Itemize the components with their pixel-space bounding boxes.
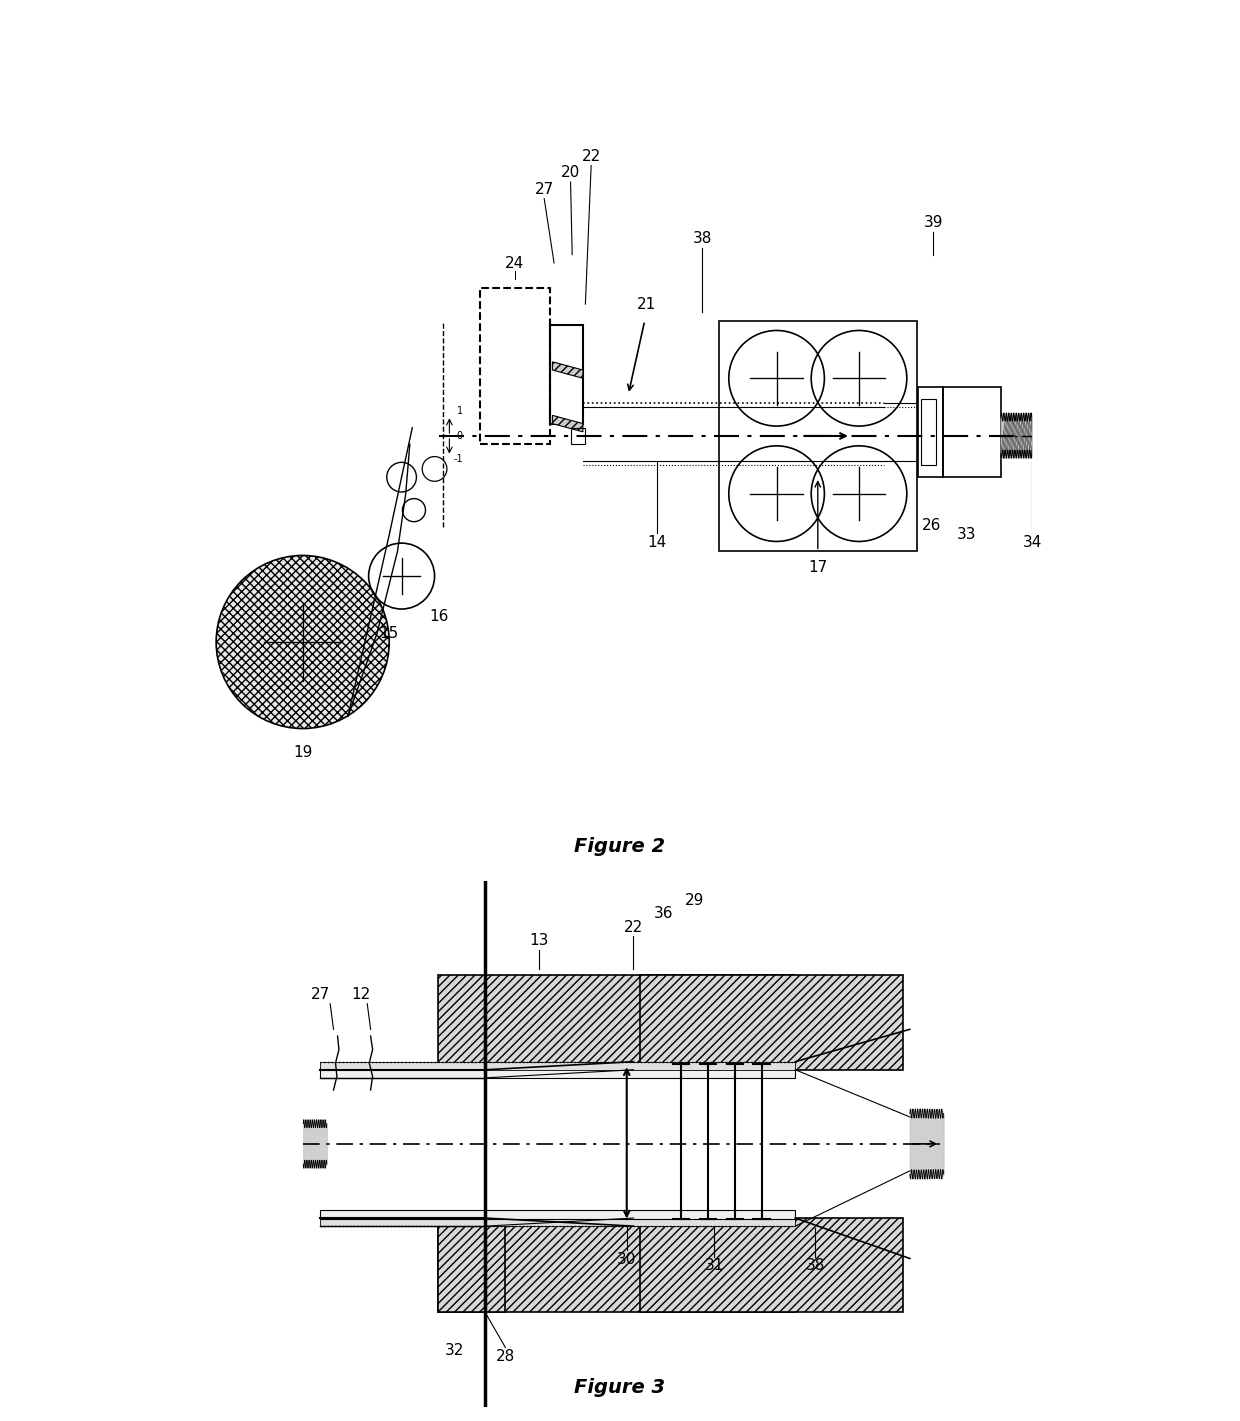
Text: 28: 28: [496, 1350, 515, 1364]
Polygon shape: [320, 1061, 795, 1070]
Text: 12: 12: [351, 988, 370, 1002]
Text: 27: 27: [534, 182, 554, 198]
Bar: [438, 1218, 506, 1313]
Text: 22: 22: [624, 919, 644, 935]
Polygon shape: [320, 1218, 795, 1226]
Bar: [719, 321, 916, 551]
Text: 38: 38: [693, 232, 712, 246]
Text: 17: 17: [808, 560, 827, 574]
Text: 15: 15: [379, 625, 399, 641]
Polygon shape: [320, 1069, 795, 1079]
Text: 36: 36: [653, 907, 673, 921]
Bar: [640, 1218, 903, 1313]
Bar: [570, 428, 585, 445]
Bar: [921, 399, 936, 465]
Text: 32: 32: [445, 1343, 465, 1357]
Bar: [438, 1218, 795, 1313]
Text: 30: 30: [618, 1252, 636, 1266]
Bar: [438, 975, 795, 1070]
Text: 29: 29: [684, 892, 704, 908]
Circle shape: [216, 556, 389, 729]
Text: 0: 0: [456, 431, 463, 441]
Text: 13: 13: [529, 934, 549, 948]
Polygon shape: [552, 362, 583, 378]
Bar: [551, 325, 583, 423]
Text: 39: 39: [924, 215, 942, 230]
Text: 19: 19: [293, 745, 312, 760]
Text: 1: 1: [456, 406, 463, 416]
Text: 27: 27: [310, 988, 330, 1002]
Polygon shape: [552, 415, 583, 432]
Text: 38: 38: [806, 1259, 825, 1273]
Text: Figure 2: Figure 2: [574, 837, 666, 857]
Text: 34: 34: [1023, 534, 1042, 550]
Text: 21: 21: [637, 297, 656, 313]
Text: 31: 31: [704, 1259, 724, 1273]
Bar: [480, 287, 551, 445]
Bar: [640, 975, 903, 1070]
Text: 26: 26: [921, 519, 941, 533]
Text: 14: 14: [647, 534, 667, 550]
Bar: [919, 387, 944, 477]
Text: 20: 20: [560, 165, 580, 180]
Polygon shape: [320, 1209, 795, 1219]
Text: -1: -1: [454, 455, 464, 465]
Text: 22: 22: [582, 149, 600, 163]
Text: Figure 3: Figure 3: [574, 1378, 666, 1397]
Bar: [944, 387, 1001, 477]
Text: 16: 16: [429, 610, 449, 624]
Text: 24: 24: [505, 256, 525, 271]
Text: 33: 33: [956, 527, 976, 541]
